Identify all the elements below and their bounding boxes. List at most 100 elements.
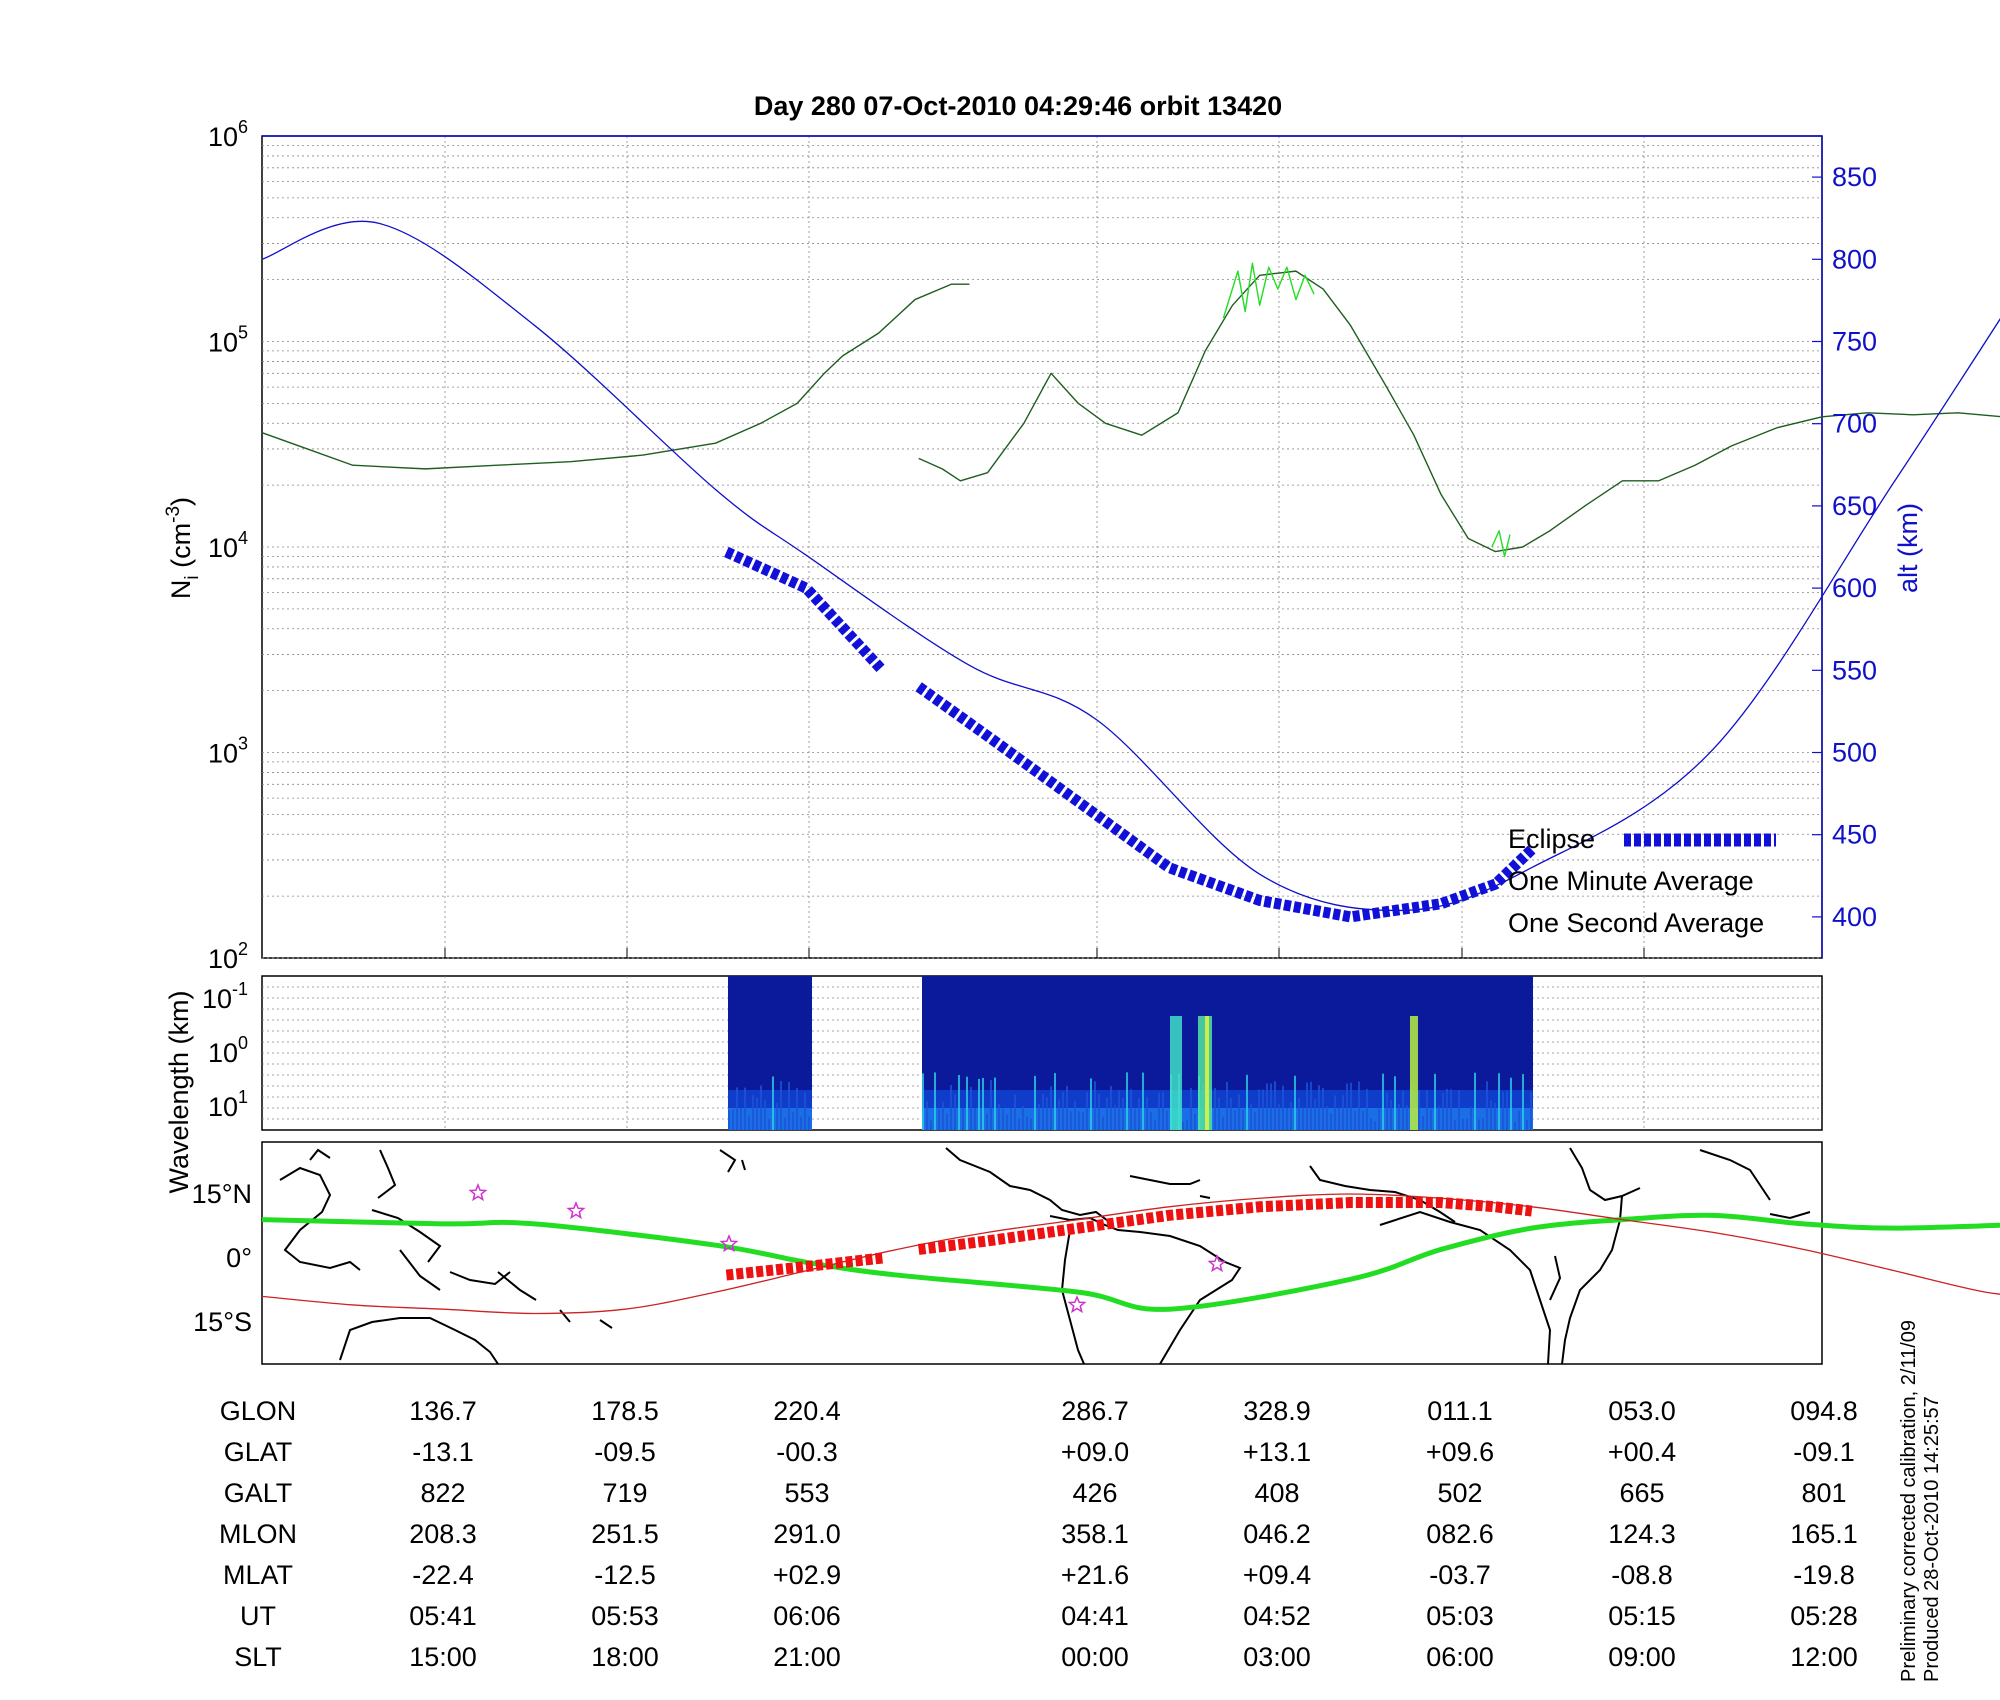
table-cell: 05:53 — [591, 1601, 659, 1631]
spectrogram-streak — [962, 1108, 964, 1130]
spectrogram-streak — [1386, 1092, 1388, 1130]
spectrogram-streak — [1050, 1086, 1052, 1130]
spectrogram-streak — [1382, 1073, 1384, 1130]
spectrogram-streak — [1434, 1073, 1436, 1130]
lat-tick-label: 0° — [226, 1243, 252, 1273]
table-cell: +09.6 — [1426, 1437, 1494, 1467]
spectrogram-streak — [736, 1087, 738, 1130]
spectrogram-streak — [1530, 1092, 1532, 1130]
spectrogram-streak — [800, 1116, 802, 1130]
spectrogram-streak — [764, 1100, 766, 1130]
spectrogram-streak — [1374, 1121, 1376, 1130]
spectrogram-streak — [756, 1097, 758, 1130]
spectrogram-streak — [982, 1077, 984, 1130]
spectrogram-streak — [1054, 1073, 1056, 1130]
spectrogram-streak — [1022, 1105, 1024, 1130]
spectrogram-streak — [1346, 1083, 1348, 1130]
spectrogram-streak — [744, 1087, 746, 1130]
ephemeris-table: GLON 136.7 178.5 220.4 286.7 328.9 011.1 053.0 0… — [219, 1396, 1858, 1672]
table-row-label: GLAT — [224, 1437, 293, 1467]
spectrogram-streak — [1194, 1113, 1196, 1130]
y2-tick-label: 600 — [1832, 573, 1877, 603]
spectrogram-streak — [1322, 1087, 1324, 1130]
table-cell: 124.3 — [1608, 1519, 1676, 1549]
spectrogram-streak — [1470, 1106, 1472, 1130]
map-orbit-track — [261, 1193, 2000, 1315]
spectrogram-streak — [946, 1113, 948, 1130]
spectrogram-streak — [1310, 1081, 1312, 1130]
table-cell: 178.5 — [591, 1396, 659, 1426]
spectrogram-streak — [1190, 1087, 1192, 1130]
spectrogram-streak — [1366, 1088, 1368, 1130]
y2-tick-label: 800 — [1832, 244, 1877, 274]
y2-tick-label: 700 — [1832, 409, 1877, 439]
station-star-icon — [1207, 1253, 1227, 1273]
spectrogram-streak — [1486, 1081, 1488, 1130]
table-cell: 082.6 — [1426, 1519, 1494, 1549]
table-cell: 358.1 — [1061, 1519, 1129, 1549]
spectrogram-streak — [772, 1076, 774, 1130]
spectrogram-streak — [986, 1113, 988, 1130]
spectrogram-streak — [1514, 1121, 1516, 1130]
table-cell: -09.5 — [594, 1437, 656, 1467]
table-cell: 05:28 — [1790, 1601, 1858, 1631]
altitude-y-label: alt (km) — [1893, 503, 1923, 593]
spectrogram-streak — [1482, 1118, 1484, 1130]
spectrogram-streak — [1018, 1118, 1020, 1130]
spectrogram-streak — [1038, 1104, 1040, 1130]
table-cell: -09.1 — [1793, 1437, 1855, 1467]
spectrogram-streak — [1458, 1090, 1460, 1130]
lat-tick-label: 15°N — [192, 1179, 252, 1209]
table-cell: 05:15 — [1608, 1601, 1676, 1631]
y2-tick-label: 450 — [1832, 820, 1877, 850]
spectrogram-streak — [1094, 1081, 1096, 1130]
spectrogram-streak — [1242, 1109, 1244, 1130]
table-cell: 00:00 — [1061, 1642, 1129, 1672]
table-cell: 046.2 — [1243, 1519, 1311, 1549]
table-cell: -13.1 — [412, 1437, 474, 1467]
table-cell: 665 — [1619, 1478, 1664, 1508]
spectrogram-streak — [1462, 1118, 1464, 1130]
station-star-icon — [719, 1233, 739, 1253]
table-cell: -03.7 — [1429, 1560, 1491, 1590]
spectrogram-burst — [1170, 1016, 1182, 1130]
spectrogram-streak — [1166, 1110, 1168, 1130]
map-panel: 15°N 0° 15°S — [192, 1141, 2000, 1365]
y2-tick-label: 850 — [1832, 162, 1877, 192]
station-star-icon — [468, 1182, 488, 1202]
spectrogram-streak — [1006, 1114, 1008, 1130]
table-cell: 05:03 — [1426, 1601, 1494, 1631]
y-tick-label: 106 — [208, 117, 248, 152]
station-star-icon — [566, 1200, 586, 1220]
series-one-minute-average — [261, 283, 970, 470]
spectrogram-streak — [1126, 1072, 1128, 1130]
spectrogram-streak — [942, 1101, 944, 1130]
table-cell: -19.8 — [1793, 1560, 1855, 1590]
spectrogram-streak — [1010, 1108, 1012, 1130]
spectrogram-streak — [1494, 1103, 1496, 1130]
spectrogram-streak — [922, 1073, 924, 1130]
spectrogram-streak — [1370, 1118, 1372, 1130]
spectrogram-streak — [1070, 1111, 1072, 1130]
spectrogram-streak — [1270, 1083, 1272, 1130]
legend-second-label: One Second Average — [1508, 908, 1764, 938]
spectrogram-streak — [1454, 1119, 1456, 1130]
table-cell: -00.3 — [776, 1437, 838, 1467]
spectrogram-streak — [926, 1101, 928, 1130]
spectrogram-streak — [1362, 1110, 1364, 1130]
table-cell: 719 — [602, 1478, 647, 1508]
spectrogram-streak — [1262, 1089, 1264, 1130]
table-cell: 09:00 — [1608, 1642, 1676, 1672]
table-cell: 21:00 — [773, 1642, 841, 1672]
map-magnetic-equator — [261, 1212, 2000, 1312]
spectrogram-streak — [1426, 1089, 1428, 1130]
spectrogram-streak — [1110, 1085, 1112, 1130]
table-cell: 553 — [784, 1478, 829, 1508]
y-tick-label: 104 — [208, 528, 248, 563]
table-cell: -22.4 — [412, 1560, 474, 1590]
station-markers — [468, 1182, 1227, 1314]
spectrogram-streak — [1218, 1097, 1220, 1130]
footnote-produced: Produced 28-Oct-2010 14:25:57 — [1921, 1396, 1943, 1682]
table-cell: 011.1 — [1427, 1396, 1493, 1426]
table-cell: 208.3 — [409, 1519, 477, 1549]
